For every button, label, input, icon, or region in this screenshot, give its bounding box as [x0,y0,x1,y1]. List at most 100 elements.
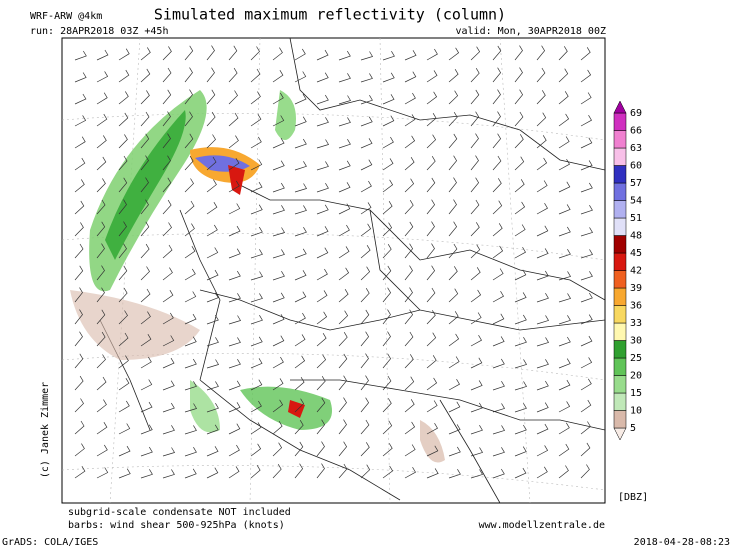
barb [338,267,350,281]
barb [470,447,484,457]
barb [294,270,307,281]
barb [382,158,394,171]
barb [536,466,548,479]
barb [404,135,416,149]
barb [272,421,283,435]
barb [360,419,370,435]
barb [470,89,480,105]
barb [338,310,349,325]
barb [74,309,83,325]
barb [228,315,242,325]
barb [426,287,436,303]
barb [338,117,351,127]
barb [272,464,282,479]
barb [294,398,305,413]
barb [470,312,482,325]
barb [140,199,149,215]
barb [580,92,592,105]
barb [184,178,194,193]
barb [558,136,570,149]
barb [118,445,131,457]
colorbar-band [613,200,627,219]
barb [96,287,105,303]
barb [404,178,415,193]
colorbar-band [613,270,627,289]
barb [470,68,480,83]
barb [184,155,194,171]
barb [118,91,129,105]
barb [470,402,483,413]
barb [118,400,130,413]
barb [404,421,416,435]
barb [492,447,505,457]
barb [294,71,307,83]
barb [228,158,240,171]
barb [316,376,326,391]
barb [558,68,569,83]
barb [272,205,285,215]
barb [294,48,306,61]
barb [514,314,527,325]
barb [448,199,457,215]
barb [162,380,175,391]
barb [316,419,326,435]
barb [118,423,131,435]
barb [316,354,327,369]
colorbar-label: 5 [630,423,636,434]
barb [272,335,285,347]
barb [118,112,129,127]
barb [96,199,106,215]
barb [404,309,414,325]
barb [118,199,127,215]
barb [580,464,590,479]
barb [118,332,129,347]
barb [184,468,197,479]
barb [294,291,307,303]
colorbar-label: 30 [630,336,642,347]
barb [294,377,305,391]
barb [294,227,307,237]
barb [338,160,351,171]
colorbar-triangle [613,100,627,114]
barb [492,200,503,215]
barb [492,45,502,61]
barb [426,400,438,413]
barb [338,139,351,149]
barb [338,419,347,435]
barb [162,244,173,259]
barb [536,180,548,193]
barb [536,337,550,347]
title: Simulated maximum reflectivity (column) [154,6,506,24]
barb [140,311,151,325]
barb [536,270,549,281]
barb [558,358,571,369]
barb [448,424,461,435]
barb [228,203,241,215]
barb [448,155,458,171]
barb [536,445,549,457]
barb [294,138,307,149]
barb [514,403,527,413]
barb [140,401,153,413]
barb [492,468,505,479]
barb [536,315,550,325]
barb [580,357,593,369]
colorbar-label: 20 [630,371,642,382]
barb [96,309,106,325]
barb [294,463,304,479]
barb [74,200,85,215]
barb [404,287,413,303]
barb [514,134,524,149]
barb [448,112,458,127]
barb [426,113,437,127]
barb [382,115,395,127]
barb [96,113,108,127]
barb [206,359,220,369]
barb [316,290,328,303]
barb [228,359,241,369]
barb [140,111,150,127]
barb [74,222,84,237]
barb [228,337,241,347]
barb [514,45,523,61]
